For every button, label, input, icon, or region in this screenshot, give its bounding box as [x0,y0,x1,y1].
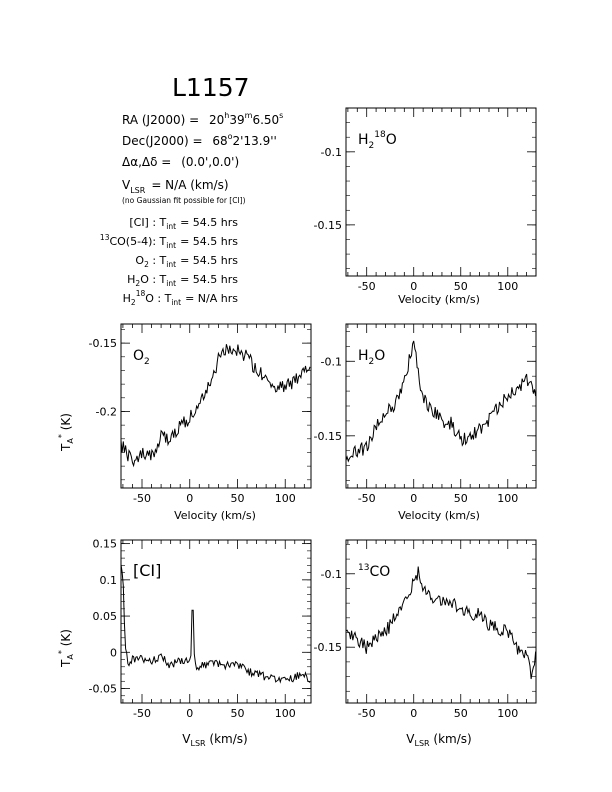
ylabel-o2: TA* (K) [57,413,75,452]
x-tick-label: 100 [497,492,518,505]
fit-note: (no Gaussian fit possible for [CI]) [122,196,246,205]
panel-h218o: -50 0 50 100 -0.1 -0.15 H218O [314,107,537,293]
x-tick-label: 0 [410,707,417,720]
y-tick-label: -0.15 [89,337,117,350]
xlabel-13co: VLSR (km/s) [406,732,471,748]
offset-line: Δα,Δδ = (0.0',0.0') [122,155,239,169]
spectrum-line [120,564,311,684]
source-title: L1157 [172,73,250,102]
spectrum-line [120,344,311,468]
panel-h2o: -50 0 50 100 -0.1 -0.15 H2O [314,323,537,505]
x-tick-label: -50 [358,707,376,720]
plot-frame [120,323,312,489]
x-tick-label: 100 [497,707,518,720]
x-tick-label: 0 [186,492,193,505]
y-tick-label: -0.1 [321,355,342,368]
plot-frame [345,107,537,277]
int-h2o: H2O : Tint = 54.5 hrs [127,273,238,288]
y-tick-label: -0.1 [321,146,342,159]
vlsr-line: VLSR = N/A (km/s) [122,178,229,195]
panel-o2: -50 0 50 100 -0.15 -0.2 O2 [89,323,312,505]
x-tick-label: 50 [454,707,468,720]
x-tick-label: 100 [275,492,296,505]
y-tick-label: 0 [110,646,117,659]
int-13co: 13CO(5-4): Tint = 54.5 hrs [100,233,238,250]
y-tick-label: 0.15 [93,538,118,551]
x-tick-label: -50 [133,707,151,720]
xlabel-o2: Velocity (km/s) [174,509,256,522]
spectrum-line [345,566,537,680]
x-tick-label: 50 [230,707,244,720]
xlabel-ci: VLSR (km/s) [182,732,247,748]
x-tick-label: 0 [410,280,417,293]
x-tick-label: -50 [133,492,151,505]
panel-label: 13CO [358,563,390,580]
panel-label: O2 [133,348,150,367]
x-tick-label: -50 [358,280,376,293]
coordinates-block: RA (J2000) = 20h39m6.50s Dec(J2000) = 68… [122,111,283,205]
x-tick-label: -50 [358,492,376,505]
x-tick-label: 50 [230,492,244,505]
panel-13co: -50 0 50 100 -0.1 -0.15 13CO [314,539,537,720]
y-tick-label: -0.15 [314,430,342,443]
y-tick-label: 0.05 [93,610,118,623]
ra-line: RA (J2000) = 20h39m6.50s [122,111,283,127]
x-tick-label: 50 [454,280,468,293]
panel-label: [CI] [133,561,161,580]
x-tick-label: 50 [454,492,468,505]
panel-label: H218O [358,130,397,151]
y-tick-label: -0.15 [314,219,342,232]
x-tick-label: 100 [497,280,518,293]
int-o2: O2 : Tint = 54.5 hrs [135,254,238,269]
xlabel-h218o: Velocity (km/s) [398,293,480,306]
y-tick-label: -0.1 [321,568,342,581]
y-tick-label: -0.15 [314,641,342,654]
panel-ci: -50 0 50 100 0.15 0.1 0.05 0 -0.05 [CI] [89,538,312,720]
x-tick-label: 0 [410,492,417,505]
xlabel-h2o: Velocity (km/s) [398,509,480,522]
y-tick-label: 0.1 [100,574,118,587]
x-tick-label: 0 [186,707,193,720]
x-tick-label: 100 [275,707,296,720]
plot-frame [345,539,537,704]
spectrum-line [345,340,537,463]
dec-line: Dec(J2000) = 68o2'13.9'' [122,132,277,148]
panel-label: H2O [358,348,385,367]
plot-frame [120,539,312,704]
y-tick-label: -0.05 [89,683,117,696]
integration-times: [CI] : Tint = 54.5 hrs 13CO(5-4): Tint = 5… [100,216,238,307]
int-h218o: H218O : Tint = N/A hrs [123,289,239,307]
y-tick-label: -0.2 [96,405,117,418]
int-ci: [CI] : Tint = 54.5 hrs [129,216,238,231]
ylabel-ci: TA* (K) [57,629,75,668]
